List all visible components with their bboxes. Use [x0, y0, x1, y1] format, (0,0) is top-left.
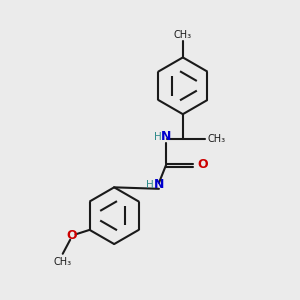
Text: H: H: [154, 132, 161, 142]
Text: H: H: [146, 180, 154, 190]
Text: O: O: [66, 230, 77, 242]
Text: N: N: [154, 178, 164, 191]
Text: CH₃: CH₃: [54, 257, 72, 267]
Text: O: O: [197, 158, 208, 170]
Text: CH₃: CH₃: [208, 134, 226, 144]
Text: N: N: [161, 130, 172, 143]
Text: CH₃: CH₃: [174, 29, 192, 40]
